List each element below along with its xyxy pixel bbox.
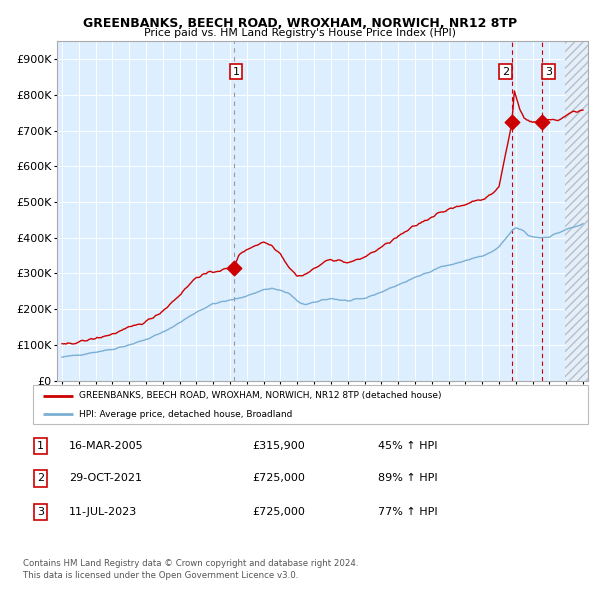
Text: 1: 1	[233, 67, 239, 77]
Text: 2: 2	[37, 474, 44, 483]
Text: This data is licensed under the Open Government Licence v3.0.: This data is licensed under the Open Gov…	[23, 571, 298, 579]
Text: 29-OCT-2021: 29-OCT-2021	[69, 474, 142, 483]
Text: GREENBANKS, BEECH ROAD, WROXHAM, NORWICH, NR12 8TP: GREENBANKS, BEECH ROAD, WROXHAM, NORWICH…	[83, 17, 517, 30]
Text: GREENBANKS, BEECH ROAD, WROXHAM, NORWICH, NR12 8TP (detached house): GREENBANKS, BEECH ROAD, WROXHAM, NORWICH…	[79, 391, 441, 400]
Text: 11-JUL-2023: 11-JUL-2023	[69, 507, 137, 517]
Text: 3: 3	[545, 67, 552, 77]
Text: £315,900: £315,900	[252, 441, 305, 451]
Text: £725,000: £725,000	[252, 507, 305, 517]
Text: 16-MAR-2005: 16-MAR-2005	[69, 441, 143, 451]
Text: 1: 1	[37, 441, 44, 451]
Text: 77% ↑ HPI: 77% ↑ HPI	[378, 507, 437, 517]
Text: 2: 2	[502, 67, 509, 77]
Text: 45% ↑ HPI: 45% ↑ HPI	[378, 441, 437, 451]
Point	[537, 117, 547, 126]
Text: 89% ↑ HPI: 89% ↑ HPI	[378, 474, 437, 483]
Text: £725,000: £725,000	[252, 474, 305, 483]
Point	[229, 263, 238, 273]
Point	[508, 117, 517, 126]
Text: 3: 3	[37, 507, 44, 517]
FancyBboxPatch shape	[33, 385, 588, 424]
Text: Price paid vs. HM Land Registry's House Price Index (HPI): Price paid vs. HM Land Registry's House …	[144, 28, 456, 38]
Text: Contains HM Land Registry data © Crown copyright and database right 2024.: Contains HM Land Registry data © Crown c…	[23, 559, 358, 568]
Text: HPI: Average price, detached house, Broadland: HPI: Average price, detached house, Broa…	[79, 409, 292, 418]
